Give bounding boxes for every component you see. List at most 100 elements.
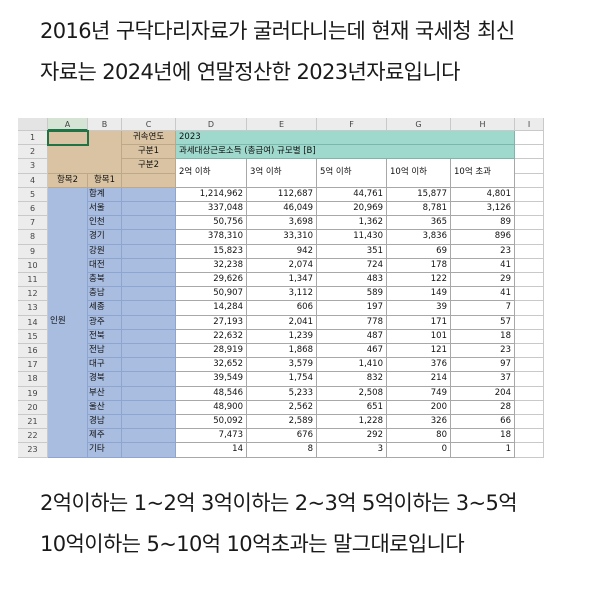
region-cell-blank[interactable]	[122, 443, 176, 458]
row-header-12[interactable]: 12	[18, 287, 48, 302]
row-header-7[interactable]: 7	[18, 216, 48, 231]
data-cell[interactable]: 1,868	[247, 344, 317, 359]
region-cell-blank[interactable]	[122, 344, 176, 359]
region-cell-blank[interactable]	[122, 329, 176, 344]
row-header-6[interactable]: 6	[18, 202, 48, 217]
data-cell[interactable]: 11,430	[317, 230, 387, 245]
row-header-18[interactable]: 18	[18, 372, 48, 387]
data-cell[interactable]: 4,801	[451, 187, 515, 202]
data-cell[interactable]: 676	[247, 429, 317, 444]
data-cell[interactable]: 3,579	[247, 358, 317, 373]
region-cell[interactable]: 인천	[88, 216, 122, 231]
data-cell[interactable]: 8,781	[387, 202, 451, 217]
region-cell-blank[interactable]	[122, 216, 176, 231]
data-cell[interactable]: 896	[451, 230, 515, 245]
data-cell[interactable]: 1,362	[317, 216, 387, 231]
data-cell[interactable]: 204	[451, 386, 515, 401]
row-header-11[interactable]: 11	[18, 273, 48, 288]
data-cell[interactable]: 89	[451, 216, 515, 231]
data-cell[interactable]: 606	[247, 301, 317, 316]
region-cell[interactable]: 경북	[88, 372, 122, 387]
data-cell[interactable]: 32,238	[176, 258, 247, 273]
data-cell[interactable]: 37	[451, 372, 515, 387]
data-cell[interactable]: 197	[317, 301, 387, 316]
data-cell[interactable]: 66	[451, 415, 515, 430]
data-cell[interactable]: 27,193	[176, 315, 247, 330]
cat2-label-cell[interactable]: 구분2	[122, 159, 176, 174]
data-cell[interactable]: 2,041	[247, 315, 317, 330]
region-cell[interactable]: 전남	[88, 344, 122, 359]
empty-cell[interactable]	[515, 230, 544, 245]
region-cell[interactable]: 충북	[88, 273, 122, 288]
row-header-23[interactable]: 23	[18, 443, 48, 458]
empty-cell[interactable]	[515, 216, 544, 231]
empty-cell[interactable]	[515, 400, 544, 415]
data-cell[interactable]: 7	[451, 301, 515, 316]
data-cell[interactable]: 39	[387, 301, 451, 316]
data-cell[interactable]: 1,754	[247, 372, 317, 387]
data-cell[interactable]: 97	[451, 358, 515, 373]
column-header-f[interactable]: F	[317, 118, 387, 131]
data-cell[interactable]: 39,549	[176, 372, 247, 387]
data-cell[interactable]: 28,919	[176, 344, 247, 359]
column-header-e[interactable]: E	[247, 118, 317, 131]
data-cell[interactable]: 50,907	[176, 287, 247, 302]
data-cell[interactable]: 651	[317, 400, 387, 415]
data-cell[interactable]: 22,632	[176, 329, 247, 344]
data-cell[interactable]: 832	[317, 372, 387, 387]
region-cell[interactable]: 합계	[88, 187, 122, 202]
region-cell[interactable]: 기타	[88, 443, 122, 458]
data-cell[interactable]: 46,049	[247, 202, 317, 217]
data-cell[interactable]: 18	[451, 329, 515, 344]
empty-cell[interactable]	[515, 287, 544, 302]
year-value-cell[interactable]: 2023	[176, 131, 515, 146]
data-cell[interactable]: 3,112	[247, 287, 317, 302]
bracket-header-4[interactable]: 10억 이하	[387, 159, 451, 188]
row-header-2[interactable]: 2	[18, 145, 48, 160]
data-cell[interactable]: 1,347	[247, 273, 317, 288]
region-cell-blank[interactable]	[122, 386, 176, 401]
region-cell-blank[interactable]	[122, 372, 176, 387]
bracket-header-3[interactable]: 5억 이하	[317, 159, 387, 188]
data-cell[interactable]: 483	[317, 273, 387, 288]
data-cell[interactable]: 942	[247, 244, 317, 259]
item1-label-cell[interactable]: 항목1	[88, 173, 122, 188]
empty-cell[interactable]	[515, 131, 544, 146]
data-cell[interactable]: 41	[451, 287, 515, 302]
data-cell[interactable]: 3	[317, 443, 387, 458]
data-cell[interactable]: 1,214,962	[176, 187, 247, 202]
empty-cell[interactable]	[515, 415, 544, 430]
data-cell[interactable]: 214	[387, 372, 451, 387]
data-cell[interactable]: 1,410	[317, 358, 387, 373]
region-cell[interactable]: 경기	[88, 230, 122, 245]
data-cell[interactable]: 5,233	[247, 386, 317, 401]
region-cell[interactable]: 강원	[88, 244, 122, 259]
region-cell[interactable]: 세종	[88, 301, 122, 316]
row-header-16[interactable]: 16	[18, 344, 48, 359]
row-header-5[interactable]: 5	[18, 187, 48, 202]
data-cell[interactable]: 122	[387, 273, 451, 288]
data-cell[interactable]: 589	[317, 287, 387, 302]
row-header-20[interactable]: 20	[18, 400, 48, 415]
empty-cell[interactable]	[515, 344, 544, 359]
data-cell[interactable]: 0	[387, 443, 451, 458]
bracket-header-2[interactable]: 3억 이하	[247, 159, 317, 188]
data-cell[interactable]: 18	[451, 429, 515, 444]
row-header-17[interactable]: 17	[18, 358, 48, 373]
data-cell[interactable]: 14,284	[176, 301, 247, 316]
data-cell[interactable]: 3,126	[451, 202, 515, 217]
row-header-3[interactable]: 3	[18, 159, 48, 174]
region-cell-blank[interactable]	[122, 202, 176, 217]
data-cell[interactable]: 487	[317, 329, 387, 344]
data-cell[interactable]: 48,900	[176, 400, 247, 415]
row-header-8[interactable]: 8	[18, 230, 48, 245]
data-cell[interactable]: 3,836	[387, 230, 451, 245]
empty-cell[interactable]	[515, 329, 544, 344]
region-cell-blank[interactable]	[122, 287, 176, 302]
data-cell[interactable]: 80	[387, 429, 451, 444]
empty-cell[interactable]	[515, 273, 544, 288]
data-cell[interactable]: 101	[387, 329, 451, 344]
empty-cell[interactable]	[515, 145, 544, 160]
region-cell-blank[interactable]	[122, 315, 176, 330]
data-cell[interactable]: 326	[387, 415, 451, 430]
